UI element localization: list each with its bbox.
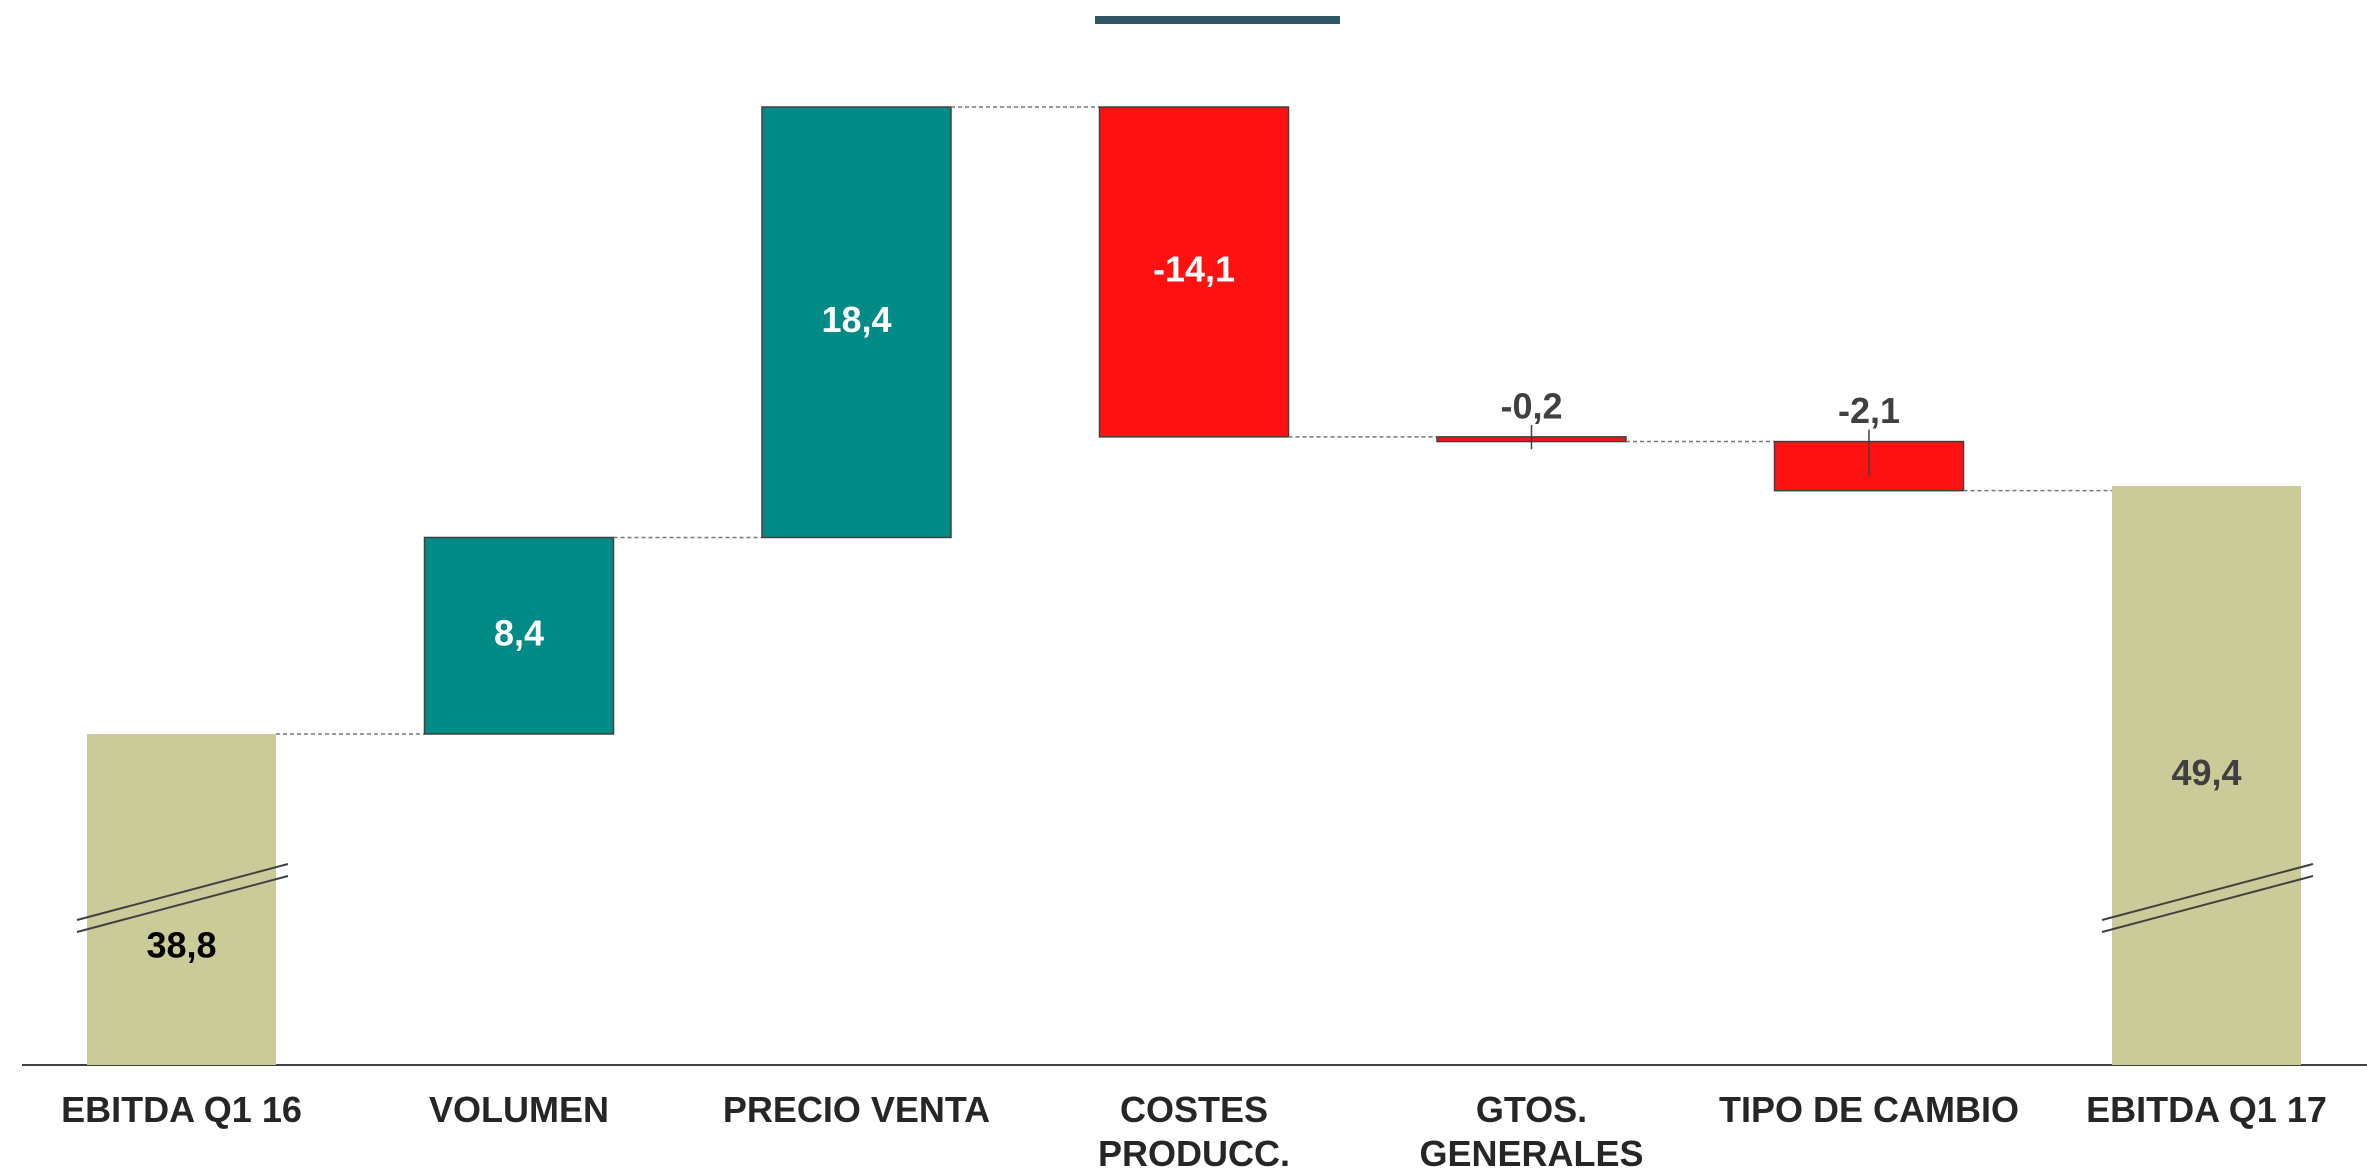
x-tick-label: VOLUMEN (429, 1089, 609, 1130)
value-label: 38,8 (146, 925, 216, 966)
value-label: -2,1 (1838, 390, 1900, 431)
x-tick-label: GTOS. GENERALES (1419, 1089, 1644, 1170)
axis-break (2101, 875, 2314, 933)
bar (761, 106, 952, 539)
x-tick-label: COSTES PRODUCC. (1097, 1089, 1290, 1170)
x-tick-label: PRECIO VENTA (722, 1089, 991, 1130)
title-bar (1095, 16, 1340, 24)
bar (1098, 106, 1290, 438)
bar (2112, 486, 2301, 1066)
value-label: -14,1 (1153, 248, 1235, 289)
value-label: 18,4 (821, 299, 891, 340)
bar (87, 734, 276, 1065)
axis-break (76, 863, 289, 921)
axis-break (76, 875, 289, 933)
x-tick-label: EBITDA Q1 16 (61, 1089, 302, 1130)
value-label: -0,2 (1500, 385, 1562, 426)
axis-break (2101, 863, 2314, 921)
bar (423, 536, 615, 735)
x-tick-label: TIPO DE CAMBIO (1718, 1089, 2019, 1130)
x-tick-label: EBITDA Q1 17 (2086, 1089, 2327, 1130)
value-label: 49,4 (2171, 752, 2241, 793)
value-label: 8,4 (494, 612, 544, 653)
